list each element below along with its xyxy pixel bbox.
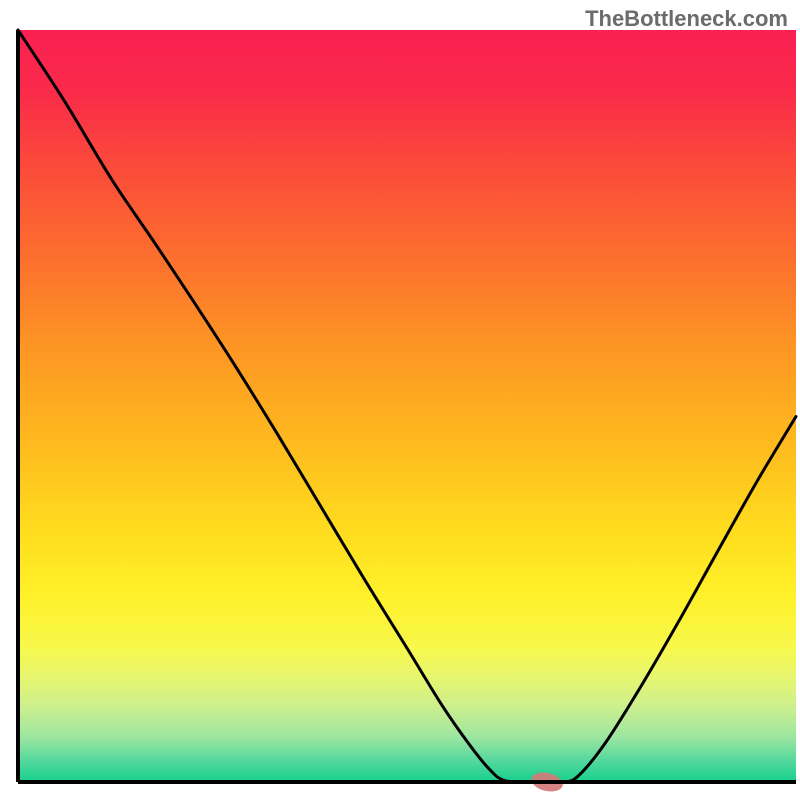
- gradient-background: [18, 30, 796, 782]
- bottleneck-chart: TheBottleneck.com: [0, 0, 800, 800]
- chart-svg: [0, 0, 800, 800]
